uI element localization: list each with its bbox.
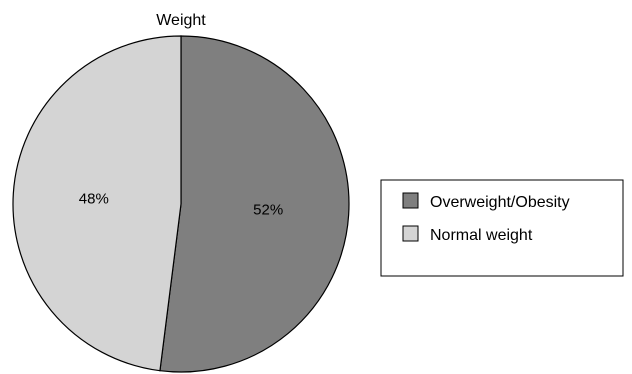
chart-title: Weight bbox=[156, 12, 206, 29]
legend-label-0: Overweight/Obesity bbox=[430, 194, 570, 211]
legend-swatch-1 bbox=[402, 225, 419, 242]
legend-label-1: Normal weight bbox=[430, 227, 533, 244]
legend-swatch-0 bbox=[402, 192, 419, 209]
legend: Overweight/Obesity Normal weight bbox=[380, 179, 624, 277]
pie-slice-0 bbox=[159, 35, 350, 373]
pie-slice-label-1: 48% bbox=[79, 191, 109, 208]
legend-box bbox=[380, 179, 624, 277]
pie-slice-label-0: 52% bbox=[253, 201, 283, 218]
pie-slices bbox=[12, 35, 350, 373]
pie-slice-1 bbox=[12, 35, 182, 372]
pie-slice-labels: 52% 48% bbox=[79, 191, 283, 219]
